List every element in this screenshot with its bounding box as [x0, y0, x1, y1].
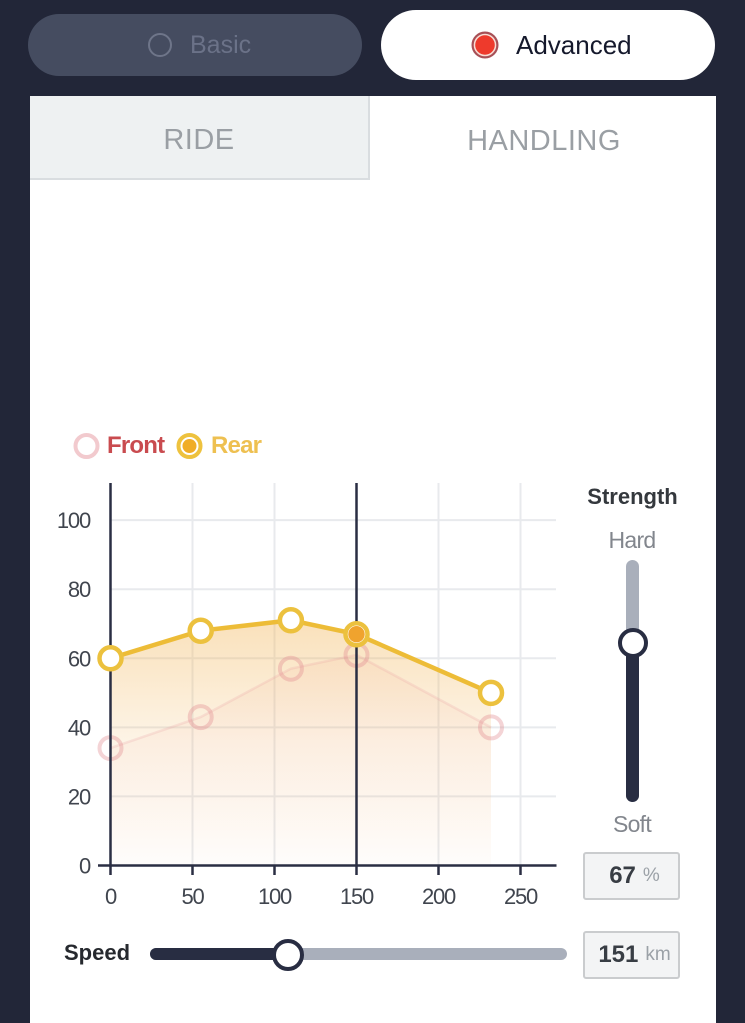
- svg-text:40: 40: [68, 715, 91, 740]
- svg-text:60: 60: [68, 646, 91, 671]
- svg-text:150: 150: [340, 884, 374, 909]
- svg-text:100: 100: [258, 884, 292, 909]
- svg-text:0: 0: [105, 884, 117, 909]
- svg-text:100: 100: [57, 508, 91, 533]
- svg-text:250: 250: [504, 884, 538, 909]
- svg-text:20: 20: [68, 784, 91, 809]
- svg-text:0: 0: [79, 854, 91, 879]
- svg-text:80: 80: [68, 577, 91, 602]
- svg-text:200: 200: [422, 884, 456, 909]
- svg-text:50: 50: [181, 884, 204, 909]
